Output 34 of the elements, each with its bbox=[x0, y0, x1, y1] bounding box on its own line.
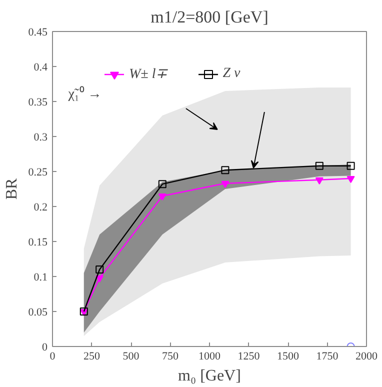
annotation: χ̃₁⁰ → bbox=[67, 86, 102, 102]
legend-label: Z ν bbox=[222, 66, 242, 82]
x-tick-label: 500 bbox=[122, 350, 140, 362]
y-tick-label: 0.2 bbox=[34, 202, 48, 214]
point bbox=[315, 162, 324, 170]
y-tick-label: 0.4 bbox=[34, 62, 48, 74]
x-tick-label: 250 bbox=[84, 350, 100, 362]
x-axis-title: m₀ [GeV] bbox=[178, 368, 241, 384]
point bbox=[221, 166, 230, 174]
point bbox=[96, 266, 104, 274]
x-tick-label: 2000 bbox=[356, 350, 378, 362]
y-axis-title: BR bbox=[3, 178, 20, 200]
y-tick-label: 0.45 bbox=[28, 26, 48, 38]
x-tick-label: 1750 bbox=[316, 350, 339, 362]
point bbox=[346, 162, 355, 170]
y-tick-label: 0.35 bbox=[28, 96, 48, 108]
y-tick-label: 0.3 bbox=[34, 132, 48, 144]
legend-label: W± l∓ bbox=[129, 66, 168, 83]
x-tick-label: 0 bbox=[50, 350, 56, 362]
point bbox=[158, 180, 166, 188]
y-tick-label: 0.05 bbox=[28, 306, 48, 318]
y-tick-label: 0.25 bbox=[28, 166, 48, 178]
chart-title: m1/2=800 [GeV] bbox=[150, 8, 268, 26]
x-tick-label: 750 bbox=[162, 350, 179, 362]
point bbox=[221, 180, 230, 188]
x-tick-label: 1500 bbox=[277, 350, 300, 362]
point bbox=[315, 177, 324, 184]
point bbox=[346, 176, 355, 184]
point bbox=[158, 193, 166, 201]
y-tick-label: 0.15 bbox=[28, 236, 48, 248]
y-tick-label: 0 bbox=[42, 342, 48, 354]
x-tick-label: 1250 bbox=[238, 350, 260, 362]
x-tick-label: 1000 bbox=[198, 350, 221, 362]
y-tick-label: 0.1 bbox=[34, 272, 48, 284]
